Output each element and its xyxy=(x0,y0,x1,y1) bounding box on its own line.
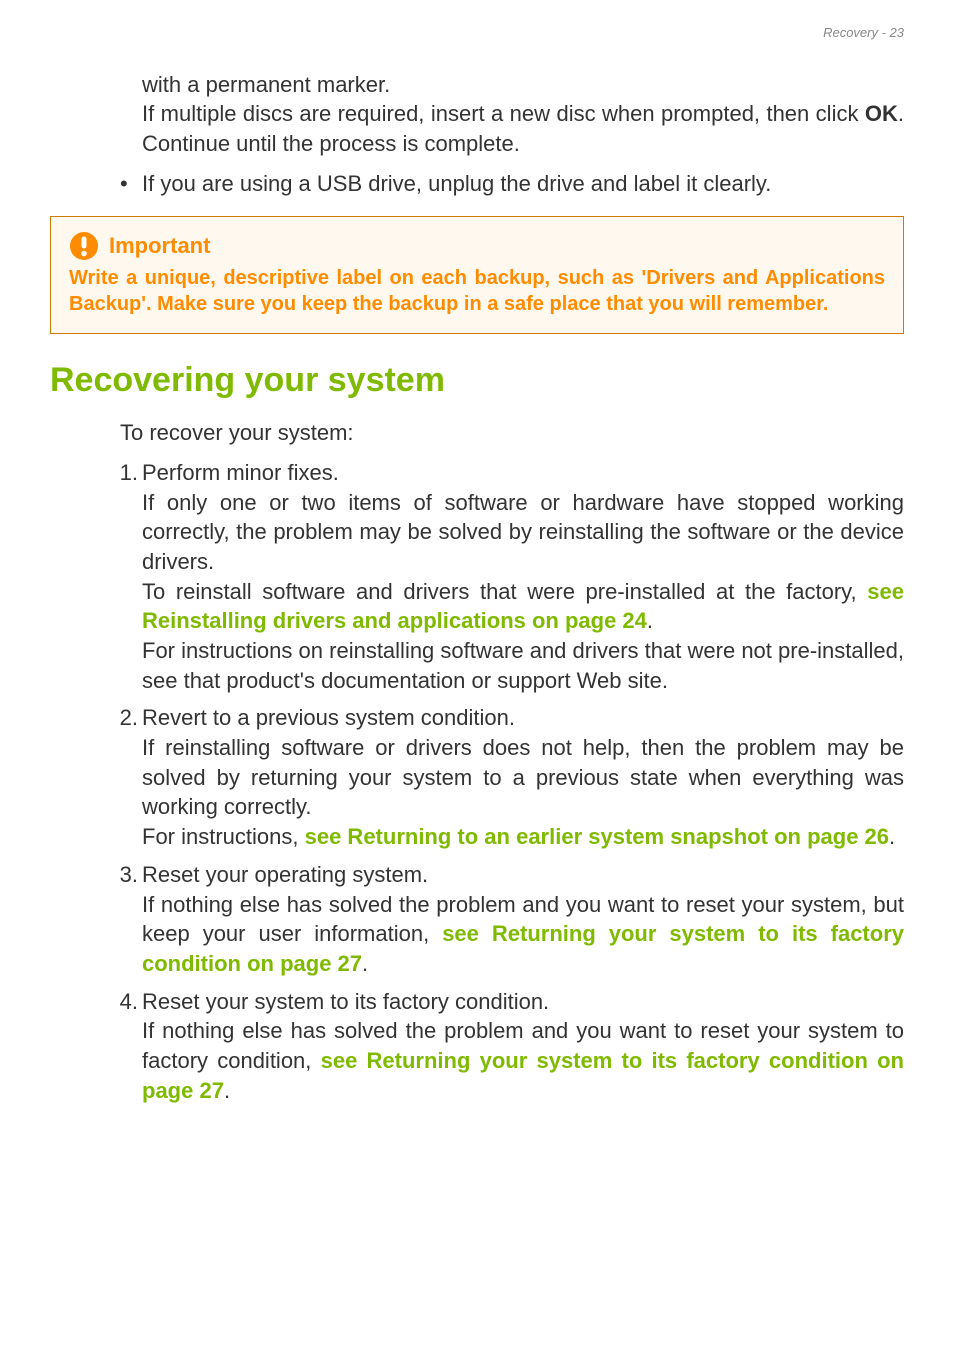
step-text: If only one or two items of software or … xyxy=(142,488,904,577)
step-text: To reinstall software and drivers that w… xyxy=(142,577,904,636)
callout-header: Important xyxy=(69,231,885,261)
bullet-item: • If you are using a USB drive, unplug t… xyxy=(120,169,904,199)
text: . xyxy=(647,608,653,633)
step-4: 4. Reset your system to its factory cond… xyxy=(102,987,904,1106)
text: . xyxy=(362,951,368,976)
text: For instructions, xyxy=(142,824,305,849)
step-title: Reset your operating system. xyxy=(142,860,904,890)
text: . xyxy=(224,1078,230,1103)
warning-icon xyxy=(69,231,99,261)
step-title: Revert to a previous system condition. xyxy=(142,703,904,733)
ok-label: OK xyxy=(865,101,898,126)
step-number: 2. xyxy=(102,703,142,851)
step-text: For instructions on reinstalling softwar… xyxy=(142,636,904,695)
step-title: Perform minor fixes. xyxy=(142,458,904,488)
step-number: 4. xyxy=(102,987,142,1106)
step-text: If nothing else has solved the problem a… xyxy=(142,890,904,979)
bullet-text: If you are using a USB drive, unplug the… xyxy=(142,169,904,199)
step-text: If nothing else has solved the problem a… xyxy=(142,1016,904,1105)
step-text: For instructions, see Returning to an ea… xyxy=(142,822,904,852)
section-intro: To recover your system: xyxy=(120,418,904,448)
callout-body: Write a unique, descriptive label on eac… xyxy=(69,265,885,317)
section-heading: Recovering your system xyxy=(50,358,904,404)
continuation-paragraph: with a permanent marker. If multiple dis… xyxy=(142,70,904,159)
link-earlier-snapshot[interactable]: see Returning to an earlier system snaps… xyxy=(305,824,889,849)
step-text: If reinstalling software or drivers does… xyxy=(142,733,904,822)
page-header: Recovery - 23 xyxy=(50,24,904,42)
step-2: 2. Revert to a previous system condition… xyxy=(102,703,904,851)
bullet-marker: • xyxy=(120,169,142,199)
text: To reinstall software and drivers that w… xyxy=(142,579,867,604)
step-body: Reset your operating system. If nothing … xyxy=(142,860,904,979)
text: . xyxy=(889,824,895,849)
step-body: Reset your system to its factory conditi… xyxy=(142,987,904,1106)
step-title: Reset your system to its factory conditi… xyxy=(142,987,904,1017)
text: If multiple discs are required, insert a… xyxy=(142,101,865,126)
text: with a permanent marker. xyxy=(142,72,390,97)
step-number: 1. xyxy=(102,458,142,696)
important-callout: Important Write a unique, descriptive la… xyxy=(50,216,904,334)
step-body: Perform minor fixes. If only one or two … xyxy=(142,458,904,696)
step-1: 1. Perform minor fixes. If only one or t… xyxy=(102,458,904,696)
step-3: 3. Reset your operating system. If nothi… xyxy=(102,860,904,979)
callout-title: Important xyxy=(109,231,210,261)
step-number: 3. xyxy=(102,860,142,979)
step-body: Revert to a previous system condition. I… xyxy=(142,703,904,851)
